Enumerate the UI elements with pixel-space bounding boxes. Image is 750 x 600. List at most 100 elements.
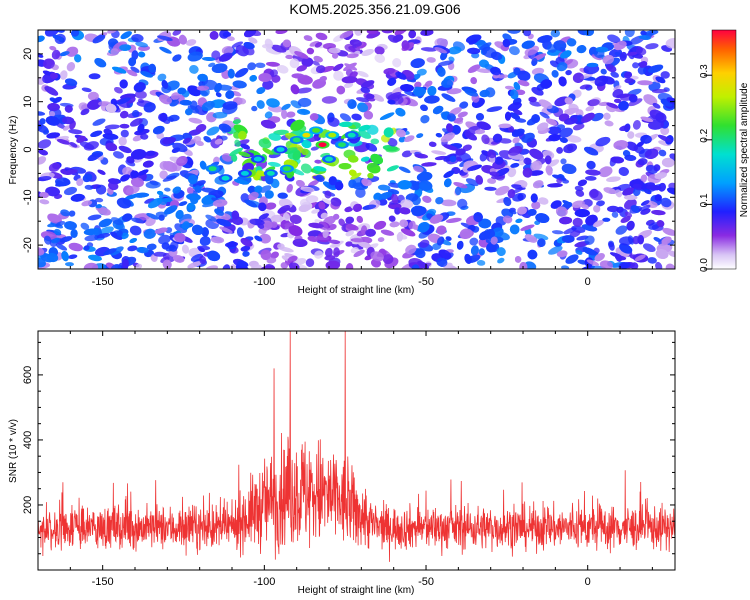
heatmap-cell	[296, 65, 308, 72]
heatmap-hotspot-core	[318, 142, 327, 148]
heatmap-cell	[161, 80, 169, 89]
heatmap-cell	[137, 123, 145, 133]
heatmap-cell	[429, 214, 444, 224]
heatmap-cell	[449, 155, 457, 163]
heatmap-cell	[137, 246, 145, 253]
heatmap-cell	[266, 61, 280, 67]
heatmap-cell	[349, 39, 362, 47]
heatmap-cell	[131, 33, 144, 43]
heatmap-cell	[440, 111, 449, 117]
heatmap-cell	[145, 181, 161, 189]
heatmap-cell	[489, 171, 500, 177]
heatmap-cell	[76, 135, 86, 143]
heatmap-cell	[636, 141, 644, 147]
heatmap-cell	[509, 209, 517, 215]
heatmap-cell	[394, 207, 401, 215]
heatmap-cell	[528, 170, 544, 176]
heatmap-cell	[537, 35, 553, 43]
heatmap-cell	[189, 64, 199, 74]
snr-series-line	[38, 331, 675, 562]
heatmap-cell	[585, 169, 601, 176]
heatmap-cell	[574, 185, 584, 192]
heatmap-cell	[551, 69, 559, 78]
heatmap-cell	[144, 198, 155, 204]
heatmap-cell	[198, 247, 205, 253]
heatmap-cell	[88, 73, 101, 80]
heatmap-cell	[291, 73, 305, 79]
heatmap-cell	[387, 77, 397, 86]
heatmap-cell	[608, 241, 615, 251]
heatmap-cell	[95, 197, 104, 203]
heatmap-cell	[509, 89, 519, 100]
heatmap-cell	[87, 99, 101, 110]
heatmap-cell	[624, 30, 635, 38]
heatmap-cell	[280, 262, 288, 269]
heatmap-cell	[416, 171, 433, 182]
heatmap-cell	[667, 187, 675, 195]
heatmap-cell	[55, 220, 66, 227]
heatmap-cell	[177, 87, 187, 95]
heatmap-cell	[175, 209, 184, 220]
heatmap-cell	[334, 181, 344, 191]
heatmap-cell	[232, 119, 241, 125]
heatmap-cell	[195, 124, 207, 133]
heatmap-cell	[448, 56, 455, 62]
heatmap-cell	[131, 217, 144, 224]
heatmap-cell	[653, 237, 661, 242]
heatmap-cell	[59, 236, 73, 243]
heatmap-cell	[490, 51, 503, 61]
heatmap-cell	[356, 70, 369, 78]
heatmap-hotspot-core	[221, 175, 230, 181]
y-tick-label: 200	[22, 496, 34, 514]
heatmap-cell	[660, 197, 672, 208]
heatmap-cell	[308, 222, 324, 229]
heatmap-cell	[145, 150, 156, 157]
y-tick-label: 600	[22, 366, 34, 384]
colorbar-frame	[711, 29, 737, 270]
heatmap-cell	[509, 112, 521, 120]
heatmap-cell	[306, 47, 315, 55]
heatmap-cell	[339, 121, 353, 128]
y-tick-label: 400	[22, 431, 34, 449]
heatmap-cell	[586, 62, 599, 68]
heatmap-cell	[478, 218, 492, 229]
heatmap-cell	[436, 225, 447, 235]
heatmap-cell	[571, 200, 585, 208]
heatmap-cell	[401, 150, 413, 158]
heatmap-cell	[129, 225, 142, 236]
heatmap-cell	[249, 75, 257, 82]
heatmap-cell	[116, 97, 131, 105]
heatmap-cell	[297, 97, 312, 108]
heatmap-cell	[116, 197, 132, 209]
heatmap-cell	[290, 167, 305, 176]
heatmap-cell	[530, 193, 538, 203]
heatmap-cell	[110, 48, 119, 56]
y-tick-label: -20	[22, 237, 34, 253]
heatmap-cell	[615, 254, 623, 262]
heatmap-cell	[550, 30, 560, 38]
heatmap-cell	[565, 254, 579, 264]
heatmap-cell	[98, 218, 113, 228]
heatmap-cell	[318, 129, 330, 138]
heatmap-cell	[662, 227, 675, 236]
heatmap-cell	[398, 136, 406, 143]
heatmap-cell	[49, 72, 58, 80]
heatmap-cell	[328, 223, 337, 231]
heatmap-cell	[186, 187, 194, 195]
heatmap-cell	[159, 46, 172, 54]
heatmap-cell	[619, 236, 634, 246]
heatmap-cell	[330, 197, 342, 207]
heatmap-cell	[651, 210, 666, 216]
heatmap-cell	[632, 120, 641, 130]
heatmap-cell	[43, 58, 55, 69]
heatmap-cell	[292, 150, 302, 161]
heatmap-cell	[259, 233, 271, 244]
heatmap-cell	[366, 31, 381, 39]
heatmap-cell	[345, 216, 355, 224]
heatmap-cell	[49, 111, 56, 117]
heatmap-cell	[74, 54, 82, 63]
x-tick-label: -100	[253, 576, 275, 588]
heatmap-cell	[414, 248, 426, 259]
heatmap-cell	[192, 180, 206, 188]
heatmap-cell	[603, 112, 611, 120]
